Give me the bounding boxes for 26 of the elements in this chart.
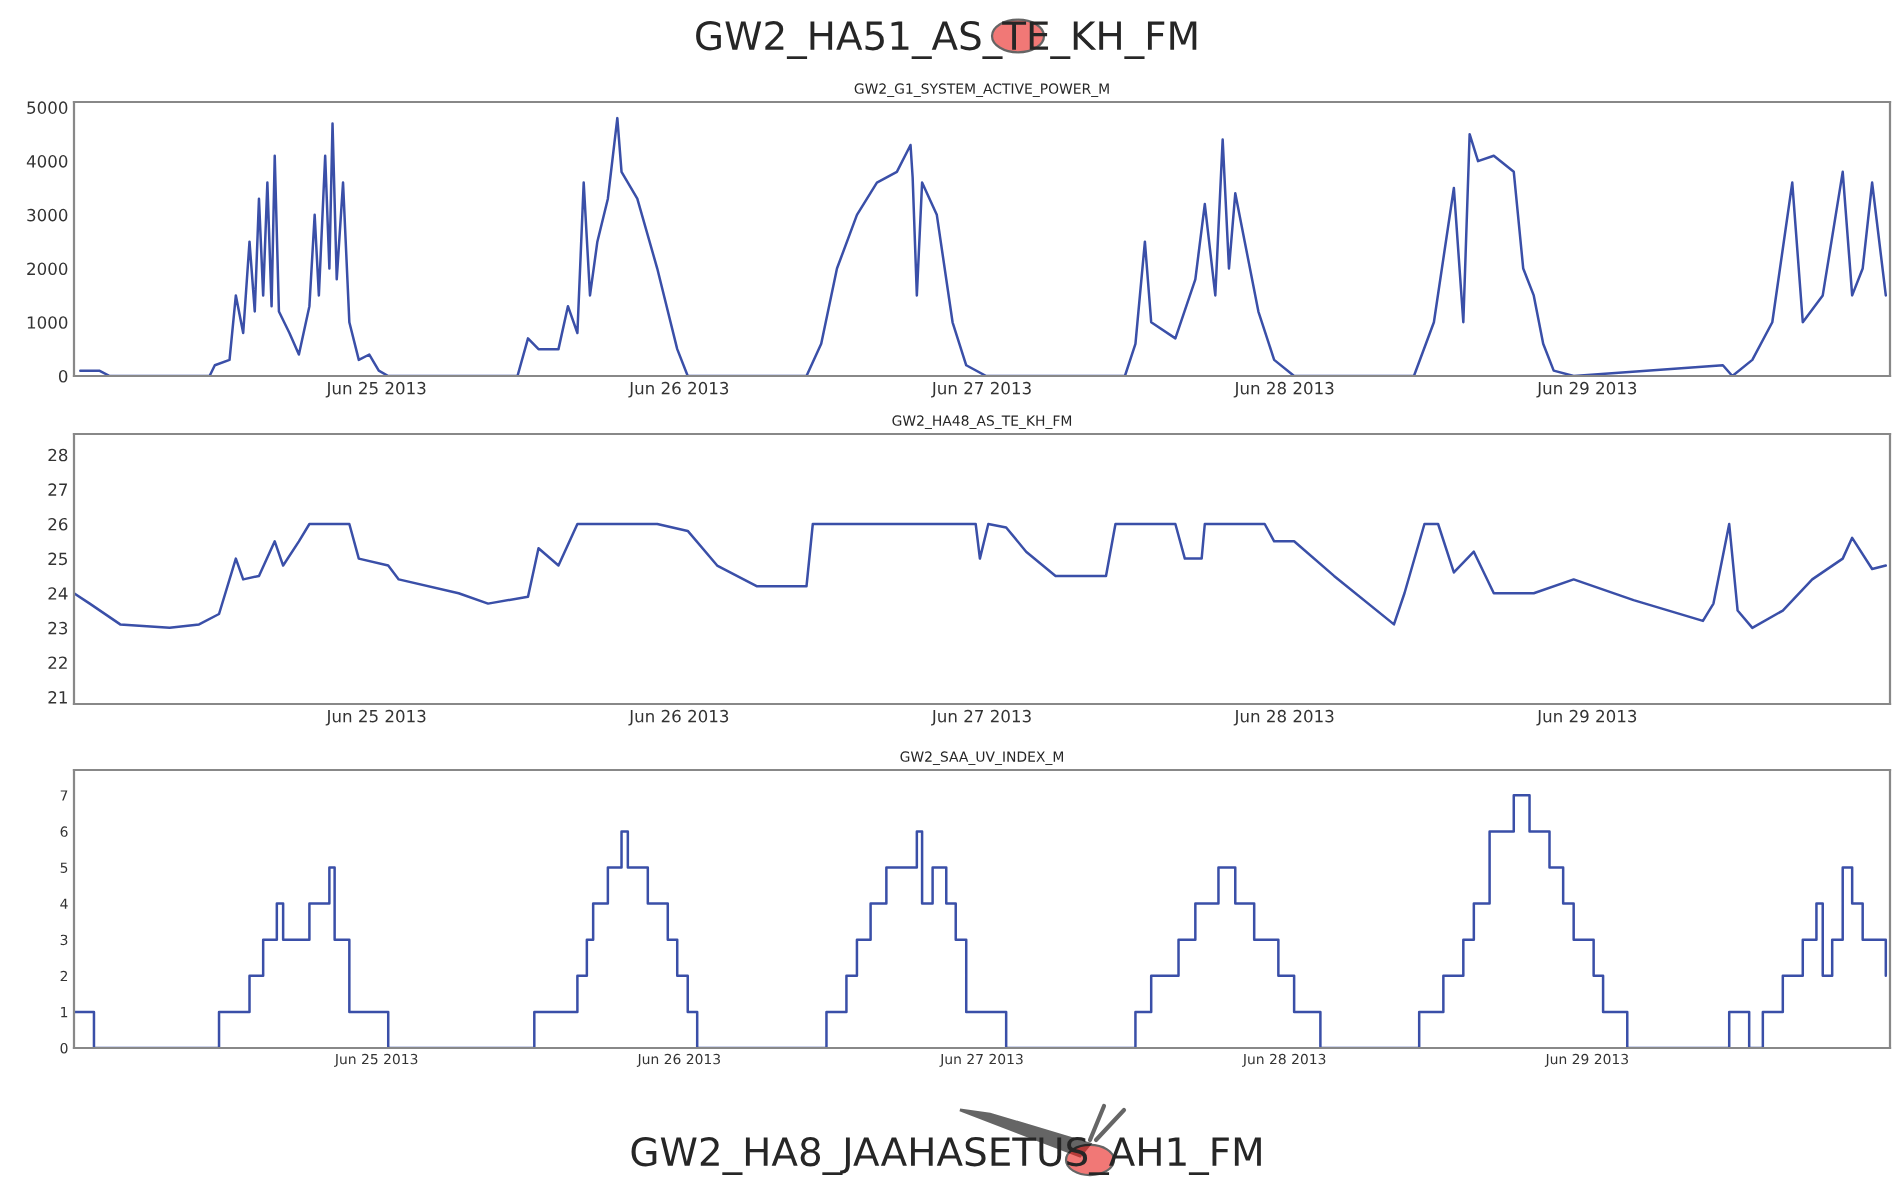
- x-tick-label: Jun 28 2013: [1233, 709, 1334, 726]
- y-tick-label: 4000: [26, 155, 68, 168]
- y-tick-label: 1000: [27, 316, 68, 329]
- y-tick-label: 3000: [27, 208, 68, 222]
- x-tick-label: Jun 26 2013: [628, 381, 729, 398]
- x-tick-label: Jun 29 2013: [1536, 709, 1637, 726]
- x-tick-label: Jun 26 2013: [628, 709, 729, 726]
- y-tick-label: 22: [48, 656, 67, 669]
- y-tick-label: 28: [48, 448, 68, 462]
- y-tick-label: 0: [58, 369, 68, 383]
- y-tick-label: 24: [48, 587, 68, 600]
- y-tick-label: 23: [48, 621, 68, 635]
- y-tick-label: 5000: [27, 101, 68, 114]
- x-tick-label: Jun 25 2013: [325, 709, 426, 726]
- y-tick-label: 26: [48, 517, 68, 531]
- y-tick-label: 2000: [27, 262, 68, 276]
- x-tick-label: Jun 27 2013: [931, 709, 1031, 726]
- x-tick-label: Jun 29 2013: [1536, 381, 1637, 398]
- x-tick-label: Jun 25 2013: [325, 381, 426, 398]
- x-tick-label: Jun 27 2013: [931, 381, 1031, 398]
- line-series: [74, 522, 1888, 630]
- y-tick-label: 25: [48, 552, 67, 566]
- y-tick-label: 21: [48, 691, 67, 704]
- y-tick-label: 27: [48, 483, 68, 496]
- x-tick-label: Jun 28 2013: [1233, 381, 1334, 398]
- line-series: [79, 116, 1888, 376]
